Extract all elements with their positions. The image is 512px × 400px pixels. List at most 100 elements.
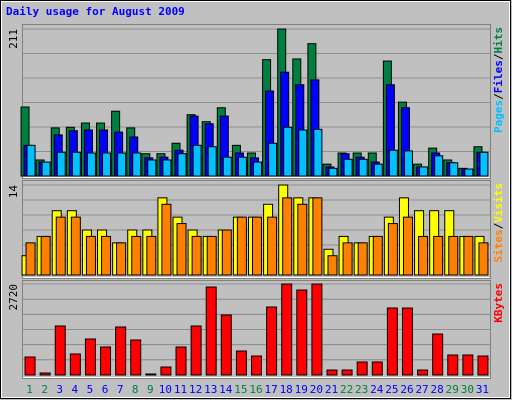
bar [26,144,36,177]
x-tick-label: 1 [26,383,33,396]
bar [403,150,413,177]
bar [313,128,323,177]
bar [372,235,383,276]
bar [192,144,202,177]
bar [101,235,112,276]
bar [283,126,293,177]
x-tick-label: 19 [295,383,308,396]
x-tick-label: 28 [431,383,444,396]
legend-separator: / [492,222,505,229]
bar [145,373,157,376]
bar [462,354,474,376]
bar [235,350,247,376]
bar [41,161,51,177]
bar [478,242,489,276]
bar [402,216,413,276]
bar [464,168,474,177]
bar [221,229,232,276]
bar [131,235,142,276]
bar [388,149,398,177]
bar [401,307,413,376]
bar [343,158,353,177]
legend: Sites/Visits [492,183,505,263]
bar [25,242,36,276]
bar [146,235,157,276]
bar [357,242,368,276]
bar [358,158,368,177]
x-tick-label: 29 [446,383,459,396]
bar [190,325,202,376]
bar [282,197,293,276]
bar [432,333,444,376]
x-tick-label: 18 [280,383,293,396]
bar [251,355,262,376]
x-tick-label: 16 [249,383,262,396]
x-tick-label: 9 [147,383,154,396]
bar [117,152,127,177]
legend: KBytes [492,283,505,323]
bar [191,235,202,276]
bar [84,338,96,376]
bar [222,156,232,177]
bar [71,151,81,177]
bar [206,235,217,276]
x-tick-label: 11 [174,383,187,396]
bar [281,283,293,376]
x-tick-label: 21 [325,383,338,396]
bar [356,361,368,376]
x-tick-label: 31 [476,383,489,396]
chart-title: Daily usage for August 2009 [6,5,185,18]
bar [253,161,262,177]
bar [448,235,459,276]
bar [132,152,142,177]
legend-entry: Sites [492,229,505,262]
x-tick-label: 23 [355,383,368,396]
x-tick-label: 27 [415,383,428,396]
bar [161,203,172,276]
bar [296,289,308,376]
x-tick-label: 22 [340,383,353,396]
x-tick-label: 7 [117,383,124,396]
bar [70,216,81,276]
bar [207,146,217,177]
legend-separator: / [492,93,505,100]
bar [297,203,308,276]
x-tick-label: 26 [400,383,413,396]
bar [252,216,262,276]
x-tick-label: 30 [461,383,474,396]
bar [463,235,474,276]
bar [434,155,444,177]
bar [312,197,323,276]
bar [326,369,338,376]
bar [130,339,142,376]
legend-entry: Hits [492,27,505,54]
bar [328,167,338,177]
x-tick-label: 12 [189,383,202,396]
x-tick-label: 14 [219,383,233,396]
bar [236,216,247,276]
bar [175,346,187,376]
bar [268,142,278,177]
bar [449,162,459,177]
x-tick-label: 25 [385,383,398,396]
bar [100,346,112,376]
bar [40,235,51,276]
bar [116,242,127,276]
bar [177,153,187,177]
bar [327,255,338,276]
bar [298,129,308,177]
bar [162,159,172,177]
x-tick-label: 24 [370,383,384,396]
bar [311,283,323,376]
y-tick-label: 211 [7,29,20,49]
bar [417,369,429,376]
bar [54,325,66,376]
bar [176,223,187,276]
bar [418,235,429,276]
bar [386,307,398,376]
legend: Pages/Files/Hits [492,27,505,133]
x-tick-label: 15 [234,383,247,396]
x-tick-label: 20 [310,383,323,396]
